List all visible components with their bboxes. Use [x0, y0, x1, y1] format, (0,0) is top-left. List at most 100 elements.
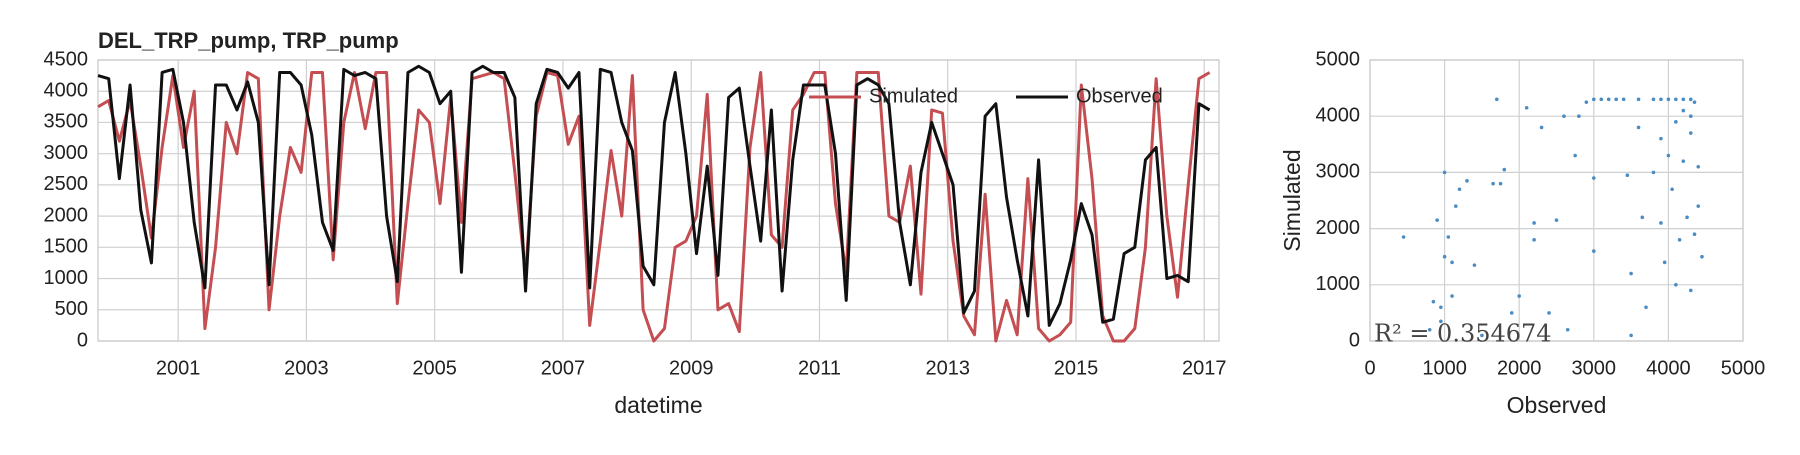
scatter-point [1692, 232, 1697, 237]
scatter-point [1688, 131, 1693, 135]
y-tick-label: 3500 [44, 111, 89, 133]
scatter-point [1539, 125, 1544, 130]
y-tick-label: 3000 [1316, 161, 1361, 183]
scatter-point [1491, 181, 1495, 186]
scatter-point [1636, 97, 1641, 102]
scatter-point [1688, 288, 1693, 293]
series-line [97, 70, 1211, 343]
x-tick-label: 2003 [284, 357, 329, 379]
x-axis-label: Observed [1507, 392, 1607, 418]
scatter-point [1629, 271, 1633, 276]
scatter-point [1524, 105, 1529, 110]
scatter-point [1688, 97, 1693, 102]
scatter-point [1606, 97, 1611, 102]
y-tick-label: 4000 [44, 80, 89, 102]
scatter-point [1442, 254, 1447, 259]
scatter-point [1495, 97, 1499, 102]
x-tick-label: 2013 [925, 357, 970, 379]
scatter-point [1674, 283, 1678, 287]
scatter-point [1465, 179, 1469, 183]
y-tick-label: 4500 [44, 48, 89, 70]
x-axis-label: datetime [614, 392, 702, 418]
scatter-point [1599, 97, 1604, 102]
scatter-point [1696, 164, 1701, 169]
scatter-point [1435, 218, 1439, 222]
scatter-point [1554, 218, 1559, 222]
scatter-point [1592, 97, 1596, 102]
scatter-point [1431, 299, 1436, 304]
scatter-point [1517, 294, 1521, 298]
scatter-point [1659, 136, 1663, 141]
scatter-point [1674, 97, 1678, 102]
y-tick-label: 2500 [44, 173, 89, 195]
scatter-point [1681, 159, 1686, 163]
x-tick-label: 2011 [798, 357, 841, 379]
scatter-point [1480, 333, 1484, 338]
scatter-point [1498, 181, 1503, 186]
scatter-point [1636, 125, 1641, 130]
y-tick-label: 5000 [1316, 48, 1361, 70]
axes-frame [97, 59, 1220, 342]
scatter-point [1562, 114, 1566, 118]
x-tick-label: 3000 [1572, 357, 1617, 379]
chart-title: DEL_TRP_pump, TRP_pump [98, 28, 399, 53]
scatter-point [1651, 170, 1656, 175]
scatter-point [1573, 153, 1577, 158]
x-tick-label: 5000 [1721, 357, 1766, 379]
y-tick-label: 4000 [1316, 104, 1361, 126]
scatter-point [1621, 97, 1626, 102]
scatter-point [1688, 114, 1693, 118]
axes-frame [1369, 59, 1744, 342]
scatter-point [1592, 249, 1596, 253]
scatter-point [1692, 100, 1697, 104]
scatter-point [1651, 97, 1656, 102]
scatter-point [1592, 176, 1596, 180]
scatter-point [1700, 254, 1704, 259]
y-tick-label: 1500 [44, 236, 89, 258]
scatter-point [1502, 167, 1507, 172]
scatter-point [1439, 319, 1443, 324]
x-tick-label: 2001 [156, 357, 201, 379]
x-tick-label: 2009 [669, 357, 714, 379]
scatter-point [1446, 235, 1451, 239]
y-tick-label: 0 [77, 329, 88, 351]
x-tick-label: 2005 [412, 357, 457, 379]
scatter-point [1681, 97, 1686, 102]
scatter-point [1674, 120, 1678, 124]
y-tick-label: 1000 [44, 267, 89, 289]
y-tick-label: 0 [1349, 329, 1360, 351]
scatter-point [1644, 305, 1648, 310]
scatter-point [1629, 333, 1633, 338]
legend-label: Observed [1076, 85, 1163, 107]
scatter-point [1442, 170, 1447, 175]
series-line [97, 64, 1211, 327]
y-axis-label: Simulated [1279, 149, 1305, 251]
y-tick-label: 2000 [1316, 217, 1361, 239]
scatter-point [1677, 238, 1682, 242]
scatter-point [1532, 238, 1536, 242]
scatter-point [1614, 97, 1618, 102]
scatter-point [1666, 153, 1671, 158]
scatter-point [1659, 97, 1663, 102]
r2-annotation: R² = 0.354674 [1374, 320, 1552, 348]
scatter-point [1577, 114, 1581, 118]
scatter-point [1439, 305, 1443, 310]
scatter-point [1666, 97, 1671, 102]
scatter-point [1696, 204, 1701, 208]
x-tick-label: 2007 [541, 357, 586, 379]
scatter-point [1450, 260, 1454, 265]
scatter-point [1659, 221, 1663, 225]
x-tick-label: 2017 [1182, 357, 1227, 379]
y-tick-label: 2000 [44, 204, 89, 226]
scatter-point [1427, 327, 1432, 332]
y-tick-label: 500 [55, 298, 88, 320]
x-tick-label: 2015 [1054, 357, 1099, 379]
scatter-point [1584, 100, 1589, 104]
scatter-point [1547, 311, 1551, 315]
scatter-point [1453, 204, 1458, 208]
scatter-point [1532, 221, 1536, 225]
x-tick-label: 4000 [1646, 357, 1691, 379]
scatter-point [1681, 108, 1686, 113]
scatter-point [1509, 311, 1514, 315]
